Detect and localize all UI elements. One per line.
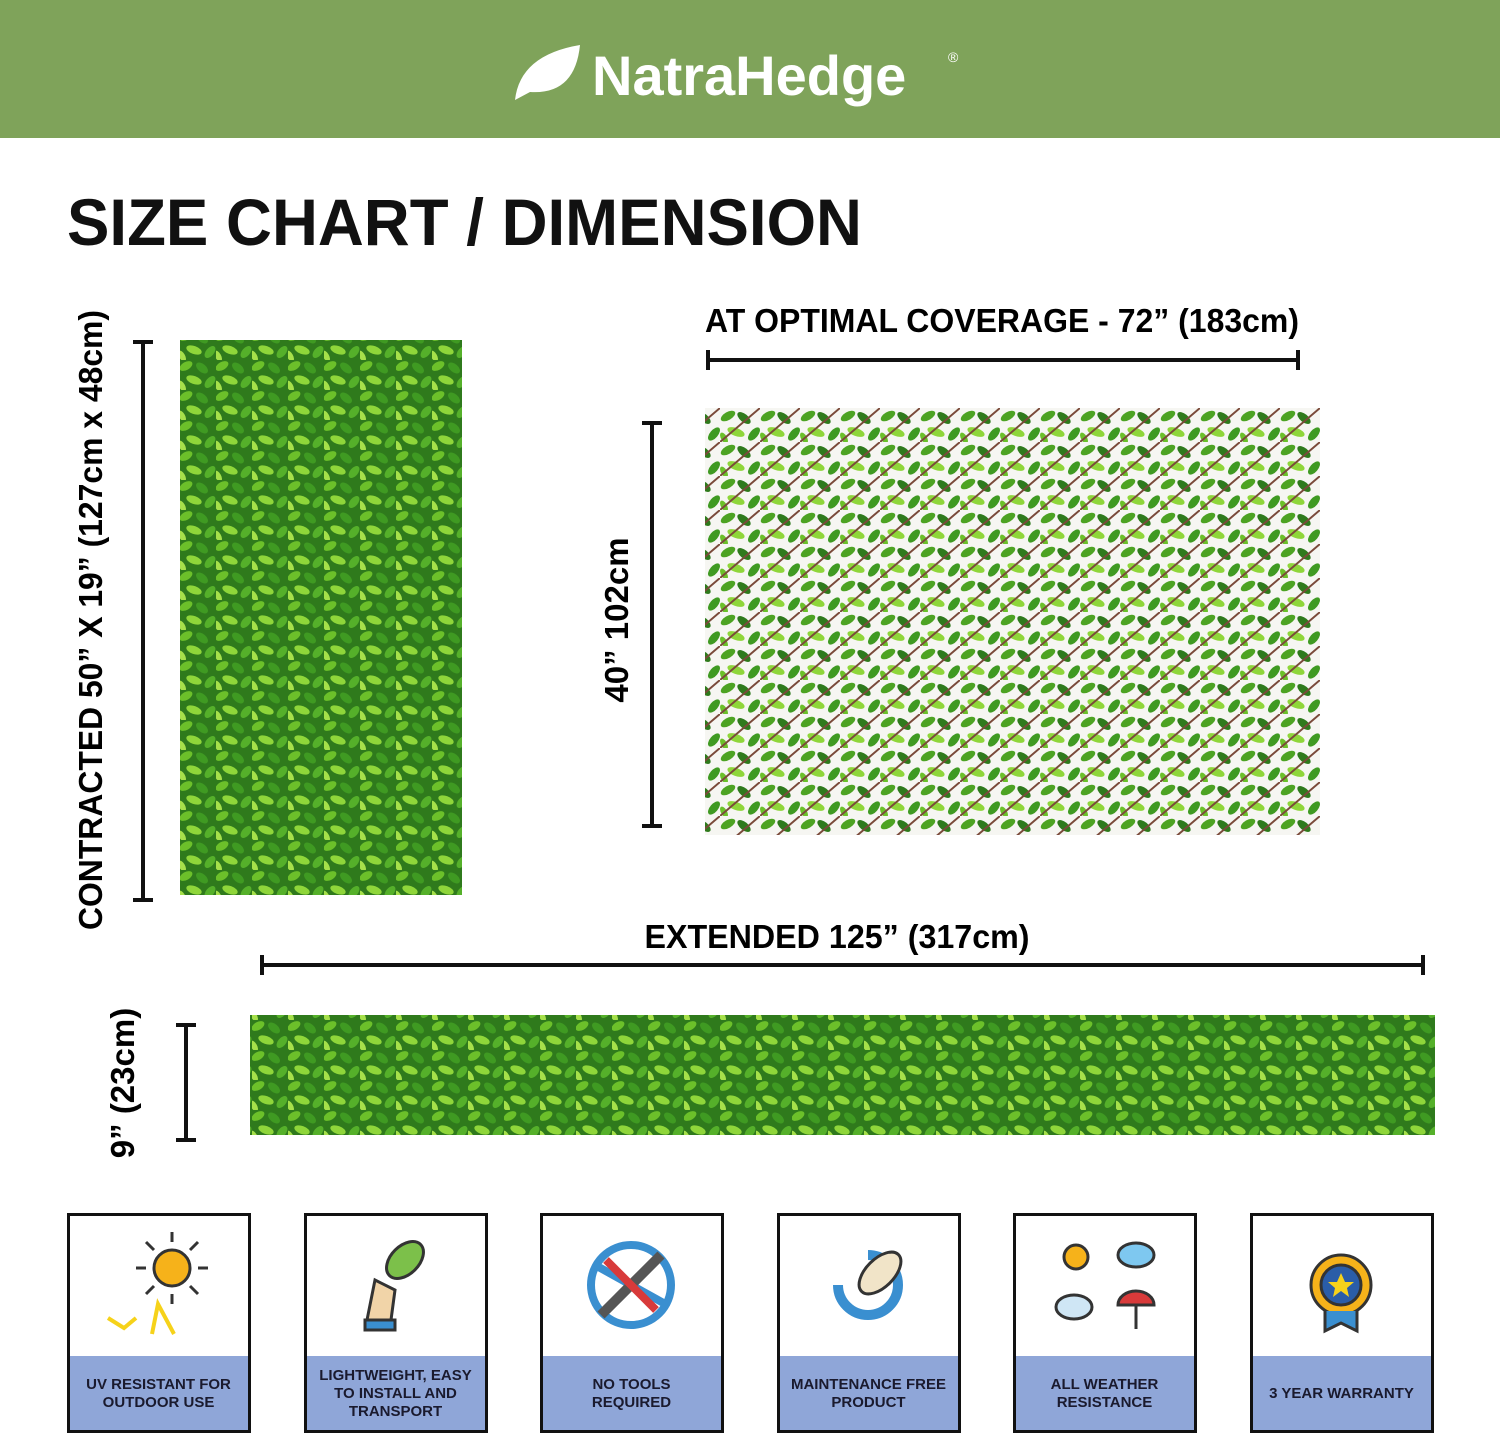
hedge-optimal [705, 408, 1320, 835]
feature-caption-bg [1253, 1356, 1431, 1430]
feature-caption-bg [1016, 1356, 1194, 1430]
header-bar [0, 0, 1500, 138]
feature-label: UV RESISTANT FOR OUTDOOR USE [86, 1376, 231, 1411]
icon-no-tools [587, 1241, 675, 1329]
icon-hand-leaf [363, 1240, 425, 1332]
hedge-extended [250, 1015, 1435, 1135]
dim-bar [706, 350, 1300, 370]
feature-label: LIGHTWEIGHT, EASY TO INSTALL AND TRANSPO… [319, 1367, 472, 1420]
hedge-contracted [180, 340, 462, 895]
icon-weather [1054, 1241, 1156, 1329]
feature-label: ALL WEATHER RESISTANCE [1050, 1376, 1159, 1411]
feature-label: 3 YEAR WARRANTY [1269, 1385, 1414, 1402]
icon-sun [106, 1232, 208, 1335]
optimal-height-label: 40” 102cm [598, 537, 635, 702]
page-title: SIZE CHART / DIMENSION [67, 185, 862, 259]
feature-row [67, 1213, 1434, 1433]
feature-label: NO TOOLS REQUIRED [591, 1376, 672, 1411]
extended-width-label: EXTENDED 125” (317cm) [645, 918, 1030, 955]
dim-bar [260, 955, 1425, 975]
feature-label: MAINTENANCE FREE PRODUCT [790, 1376, 946, 1411]
extended-height-label: 9” (23cm) [104, 1008, 141, 1158]
registered-mark: ® [948, 49, 959, 65]
dim-bar [176, 1023, 196, 1142]
feature-caption-bg [307, 1356, 485, 1430]
brand: NatraHedge [592, 44, 906, 107]
icon-warranty [1309, 1253, 1373, 1334]
dim-bar [133, 340, 153, 902]
optimal-width-label: AT OPTIMAL COVERAGE - 72” (183cm) [705, 302, 1299, 339]
feature-caption-bg [780, 1356, 958, 1430]
icon-maintenance [833, 1250, 903, 1320]
dim-bar [642, 421, 662, 828]
feature-caption-bg [543, 1356, 721, 1430]
feature-caption-bg [70, 1356, 248, 1430]
logo-leaf [515, 45, 580, 100]
contracted-label: CONTRACTED 50” X 19” (127cm x 48cm) [72, 310, 109, 930]
